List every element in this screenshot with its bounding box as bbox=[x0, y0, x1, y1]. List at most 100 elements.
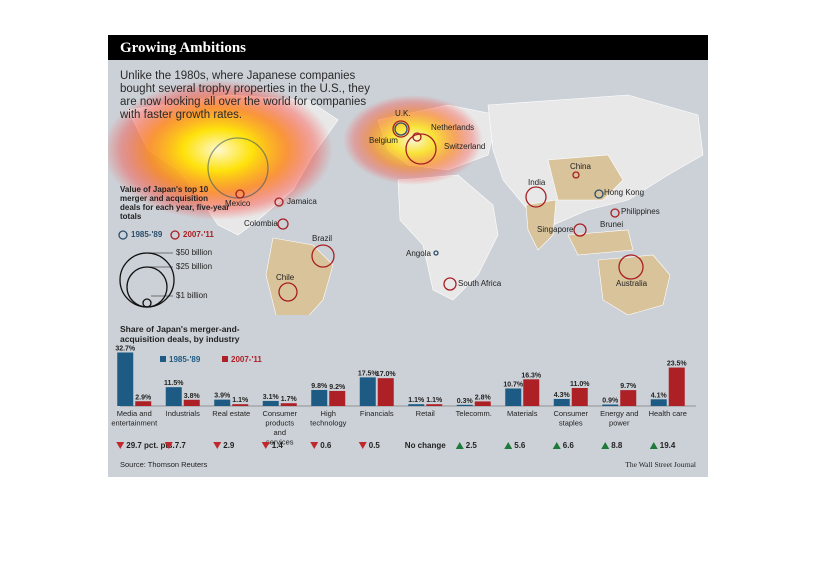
change-label-1: 7.7 bbox=[175, 441, 187, 450]
label-colombia: Colombia bbox=[244, 219, 278, 228]
data-label-1985-6: 1.1% bbox=[408, 397, 425, 404]
bar-2007-10 bbox=[620, 390, 637, 406]
category-label-10: Energy and power bbox=[600, 409, 638, 428]
label-angola: Angola bbox=[406, 249, 431, 258]
bar-1985-0 bbox=[117, 352, 134, 406]
infographic-title: Growing Ambitions bbox=[120, 40, 246, 56]
circle-south-africa bbox=[443, 277, 457, 291]
label-australia: Australia bbox=[616, 279, 648, 288]
data-label-2007-1: 3.8% bbox=[184, 393, 201, 400]
label-belgium: Belgium bbox=[369, 136, 398, 145]
category-label-7: Telecomm. bbox=[456, 409, 492, 418]
bar-1985-1 bbox=[165, 387, 182, 406]
data-label-2007-0: 2.9% bbox=[135, 394, 152, 401]
circle-brazil bbox=[311, 244, 335, 268]
data-label-1985-2: 3.9% bbox=[214, 393, 231, 400]
label-jamaica: Jamaica bbox=[287, 197, 317, 206]
circle-australia bbox=[618, 254, 644, 280]
circle-hong-kong bbox=[594, 189, 604, 199]
map-legend-period-1: 1985-'89 bbox=[131, 230, 163, 239]
source-note: Source: Thomson Reuters bbox=[120, 460, 208, 469]
data-label-1985-1: 11.5% bbox=[164, 380, 184, 387]
data-label-2007-10: 9.7% bbox=[620, 383, 637, 390]
bar-2007-2 bbox=[232, 404, 249, 406]
label-uk: U.K. bbox=[395, 109, 411, 118]
chart-title: Share of Japan's merger-and-acquisition … bbox=[120, 324, 240, 344]
bar-1985-9 bbox=[553, 398, 570, 406]
circle-uk-2007 bbox=[392, 120, 410, 138]
change-label-9: 6.6 bbox=[563, 441, 575, 450]
down-arrow-icon bbox=[358, 442, 367, 449]
circle-uk-1985 bbox=[394, 122, 408, 136]
series-2-swatch bbox=[222, 356, 228, 362]
up-arrow-icon bbox=[504, 442, 513, 449]
category-label-5: Financials bbox=[360, 409, 394, 418]
circle-mexico bbox=[235, 189, 245, 199]
up-arrow-icon bbox=[552, 442, 561, 449]
legend-blue-circle bbox=[118, 230, 128, 240]
bar-1985-7 bbox=[456, 404, 473, 406]
data-label-2007-8: 16.3% bbox=[521, 372, 542, 379]
bar-1985-4 bbox=[311, 389, 328, 406]
south-america-land bbox=[265, 237, 334, 315]
down-arrow-icon bbox=[164, 442, 173, 449]
change-label-0: 29.7 pct. pts. bbox=[126, 441, 174, 450]
data-label-2007-7: 2.8% bbox=[475, 394, 492, 401]
bar-2007-4 bbox=[329, 390, 346, 406]
bar-2007-7 bbox=[474, 401, 491, 406]
down-arrow-icon bbox=[213, 442, 222, 449]
data-label-1985-4: 9.8% bbox=[311, 383, 328, 390]
label-hong-kong: Hong Kong bbox=[604, 188, 645, 197]
category-label-2: Real estate bbox=[212, 409, 250, 418]
data-label-2007-3: 1.7% bbox=[281, 396, 298, 403]
data-label-2007-4: 9.2% bbox=[329, 384, 346, 391]
circle-chile bbox=[278, 282, 298, 302]
size-key-label-50: $50 billion bbox=[176, 248, 213, 257]
header-bar: Growing Ambitions bbox=[108, 35, 708, 60]
circle-switzerland bbox=[405, 133, 437, 165]
circle-jamaica bbox=[274, 197, 284, 207]
bar-1985-11 bbox=[650, 399, 667, 406]
intro-text: Unlike the 1980s, where Japanese compani… bbox=[120, 70, 370, 121]
series-1-swatch bbox=[160, 356, 166, 362]
data-label-1985-5: 17.5% bbox=[358, 370, 379, 377]
up-arrow-icon bbox=[455, 442, 464, 449]
change-label-3: 1.4 bbox=[272, 441, 284, 450]
bar-chart: 1985-'89 2007-'11 32.7% 2.9% Media and ente… bbox=[111, 345, 696, 450]
data-label-2007-2: 1.1% bbox=[232, 397, 249, 404]
bar-2007-0 bbox=[135, 401, 152, 406]
label-philippines: Philippines bbox=[621, 207, 660, 216]
world-map bbox=[108, 80, 704, 315]
africa-land bbox=[397, 174, 499, 301]
china-land bbox=[547, 154, 624, 201]
category-label-1: Industrials bbox=[166, 409, 200, 418]
size-key-label-1: $1 billion bbox=[176, 291, 208, 300]
circle-china bbox=[572, 171, 580, 179]
data-label-2007-11: 23.5% bbox=[667, 361, 688, 368]
infographic: Growing Ambitions bbox=[108, 35, 708, 477]
change-label-5: 0.5 bbox=[369, 441, 381, 450]
down-arrow-icon bbox=[116, 442, 125, 449]
change-label-10: 8.8 bbox=[611, 441, 623, 450]
bar-2007-5 bbox=[377, 378, 394, 406]
label-mexico: Mexico bbox=[225, 199, 251, 208]
change-label-4: 0.6 bbox=[320, 441, 332, 450]
category-label-6: Retail bbox=[416, 409, 436, 418]
data-label-1985-3: 3.1% bbox=[263, 394, 280, 401]
category-label-8: Materials bbox=[507, 409, 538, 418]
change-label-7: 2.5 bbox=[466, 441, 478, 450]
data-label-2007-6: 1.1% bbox=[426, 397, 443, 404]
data-label-2007-5: 17.0% bbox=[376, 371, 397, 378]
bar-1985-5 bbox=[359, 377, 376, 406]
circle-india bbox=[525, 186, 547, 208]
data-label-1985-8: 10.7% bbox=[503, 381, 524, 388]
bar-1985-2 bbox=[214, 399, 231, 406]
bar-1985-8 bbox=[505, 388, 522, 406]
label-singapore: Singapore bbox=[537, 225, 574, 234]
se-asia-islands bbox=[567, 229, 634, 256]
change-label-6: No change bbox=[405, 441, 446, 450]
bar-1985-10 bbox=[602, 404, 619, 406]
data-label-1985-0: 32.7% bbox=[115, 345, 136, 352]
bar-2007-6 bbox=[426, 404, 443, 406]
bar-2007-9 bbox=[571, 388, 588, 406]
